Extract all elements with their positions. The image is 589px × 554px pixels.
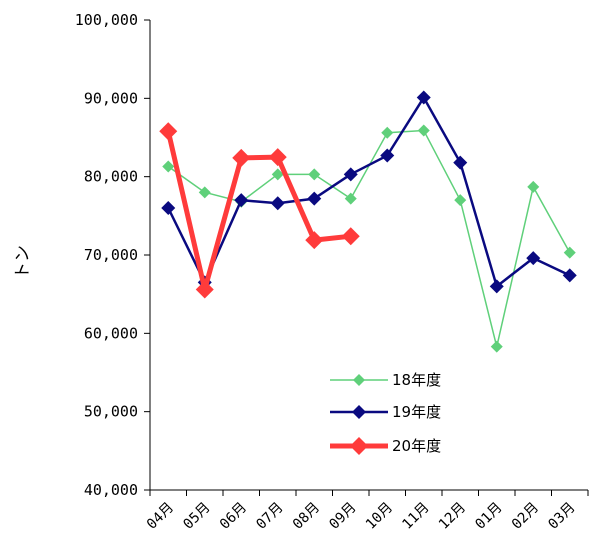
data-point [234, 193, 249, 208]
data-point [453, 155, 468, 170]
x-tick-label: 04月 [144, 500, 177, 533]
legend-label: 20年度 [392, 437, 441, 455]
data-point [232, 148, 251, 167]
legend-label: 19年度 [392, 403, 441, 421]
data-point [380, 148, 395, 163]
data-point [341, 227, 360, 246]
data-point [307, 191, 322, 206]
x-tick-label: 09月 [326, 500, 359, 533]
x-tick-label: 12月 [436, 500, 469, 533]
x-tick-label: 01月 [472, 500, 505, 533]
series-3 [159, 122, 360, 299]
series-line [167, 96, 571, 288]
series-2 [161, 90, 577, 294]
legend-item: 20年度 [330, 437, 441, 455]
data-point [159, 122, 178, 141]
x-tick-label: 10月 [363, 500, 396, 533]
y-tick-label: 40,000 [84, 481, 138, 499]
legend-item: 19年度 [330, 403, 441, 421]
y-axis-ticks: 40,000 50,000 60,000 70,000 80,000 90,000 100,… [75, 11, 150, 499]
y-tick-label: 70,000 [84, 246, 138, 264]
data-point [344, 192, 357, 205]
data-point [271, 168, 284, 181]
legend-label: 18年度 [392, 371, 441, 389]
series-group [159, 90, 577, 353]
data-point [527, 180, 540, 193]
y-tick-label: 80,000 [84, 168, 138, 186]
x-tick-label: 02月 [509, 500, 542, 533]
x-tick-label: 07月 [253, 500, 286, 533]
y-tick-label: 50,000 [84, 403, 138, 421]
x-tick-label: 08月 [290, 500, 323, 533]
y-tick-label: 100,000 [75, 11, 138, 29]
x-tick-label: 05月 [180, 500, 213, 533]
series-line [167, 129, 571, 348]
data-point [526, 251, 541, 266]
x-tick-label: 03月 [545, 500, 578, 533]
data-point [343, 167, 358, 182]
data-point [195, 280, 214, 299]
x-tick-label: 11月 [399, 500, 432, 533]
legend-marker [353, 374, 365, 386]
series-1 [162, 124, 576, 353]
data-point [562, 268, 577, 283]
legend: 18年度 19年度 20年度 [330, 371, 441, 455]
data-point [490, 340, 503, 353]
legend-marker [352, 405, 366, 419]
data-point [489, 279, 504, 294]
data-point [563, 246, 576, 259]
data-point [270, 196, 285, 211]
x-tick-label: 06月 [217, 500, 250, 533]
data-point [198, 186, 211, 199]
data-point [161, 201, 176, 215]
data-point [416, 90, 431, 105]
data-point [162, 160, 175, 173]
legend-marker [350, 437, 368, 455]
data-point [381, 126, 394, 139]
y-tick-label: 90,000 [84, 89, 138, 107]
y-axis-label: トン [13, 245, 33, 279]
data-point [454, 194, 467, 207]
y-tick-label: 60,000 [84, 324, 138, 342]
legend-item: 18年度 [330, 371, 441, 389]
x-axis-ticks: 04月 05月 06月 07月 08月 09月 10月 11月 12月 01月 02月 03月 [144, 490, 589, 533]
data-point [305, 231, 324, 250]
data-point [268, 148, 287, 167]
data-point [417, 124, 430, 137]
data-point [308, 168, 321, 181]
